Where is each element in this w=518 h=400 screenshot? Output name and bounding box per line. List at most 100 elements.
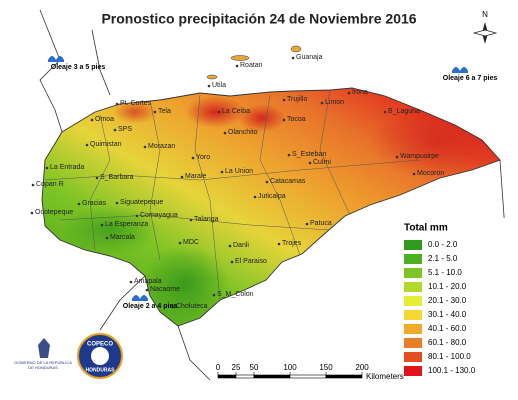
legend-swatch [404, 240, 422, 250]
place-dot [105, 236, 109, 240]
place-label: MDC [183, 239, 199, 246]
place-label: Choluteca [176, 303, 208, 310]
place-label: Quimistan [90, 141, 122, 148]
legend-label: 100.1 - 130.0 [428, 366, 476, 375]
legend-swatch [404, 324, 422, 334]
legend-swatch [404, 352, 422, 362]
place-label: Talanga [194, 216, 219, 223]
place-label: Mocoron [417, 170, 444, 177]
wave-icon [452, 67, 468, 73]
place-dot [230, 260, 234, 264]
place-dot [145, 288, 149, 292]
place-dot [217, 110, 221, 114]
legend-label: 10.1 - 20.0 [428, 282, 467, 291]
place-dot [30, 211, 34, 215]
place-label: Tocoa [287, 116, 306, 123]
place-label: S_Esteban [292, 151, 326, 158]
place-dot [235, 64, 239, 68]
place-dot [228, 244, 232, 248]
legend-swatch [404, 310, 422, 320]
legend-swatch [404, 338, 422, 348]
wave-label: Oleaje 2 a 4 pies [123, 303, 178, 310]
wave-icon [48, 56, 64, 62]
place-label: Juticalpa [258, 193, 286, 200]
place-label: Trujillo [287, 96, 307, 103]
place-dot [90, 118, 94, 122]
scale-segment [217, 374, 237, 379]
place-label: Omoa [95, 116, 114, 123]
place-dot [308, 161, 312, 165]
place-label: Gracias [82, 200, 107, 207]
place-label: Olanchito [228, 129, 258, 136]
place-dot [395, 155, 399, 159]
legend-label: 20.1 - 30.0 [428, 296, 467, 305]
place-dot [265, 180, 269, 184]
place-label: Amapala [134, 278, 162, 285]
place-label: S_M_Colon [217, 291, 254, 298]
compass-label: N [482, 10, 488, 19]
place-dot [383, 110, 387, 114]
place-label: La Esperanza [105, 221, 148, 228]
place-dot [282, 118, 286, 122]
place-dot [153, 110, 157, 114]
place-dot [277, 242, 281, 246]
scale-label: 25 [232, 363, 241, 372]
scale-unit: Kilometers [366, 372, 404, 381]
place-dot [287, 153, 291, 157]
place-label: S_Barbara [100, 174, 134, 181]
wave-icon [132, 295, 148, 301]
place-dot [189, 218, 193, 222]
place-dot [207, 84, 211, 88]
legend-label: 2.1 - 5.0 [428, 254, 458, 263]
place-label: La Entrada [50, 164, 84, 171]
place-dot [305, 222, 309, 226]
legend-label: 0.0 - 2.0 [428, 240, 458, 249]
government-logo: GOBIERNO DE LA REPÚBLICA DE HONDURAS [14, 338, 72, 370]
map-title: Pronostico precipitación 24 de Noviembre… [101, 11, 416, 27]
legend-swatch [404, 366, 422, 376]
scale-label: 50 [250, 363, 259, 372]
place-label: Siguatepeque [120, 199, 163, 206]
legend-swatch [404, 268, 422, 278]
place-label: Tela [158, 108, 171, 115]
place-dot [223, 131, 227, 135]
place-label: Morazan [148, 143, 175, 150]
copeco-logo: COPECO HONDURAS [77, 333, 123, 379]
scale-segment [325, 374, 363, 379]
government-text: GOBIERNO DE LA REPÚBLICA DE HONDURAS [14, 360, 72, 370]
place-label: Trojes [282, 240, 302, 247]
place-label: Yoro [196, 154, 210, 161]
place-dot [291, 56, 295, 60]
scale-label: 150 [319, 363, 333, 372]
scale-label: 100 [283, 363, 297, 372]
legend-label: 30.1 - 40.0 [428, 310, 467, 319]
place-dot [253, 195, 257, 199]
place-dot [180, 175, 184, 179]
place-label: Danli [233, 242, 249, 249]
country-text: HONDURAS [86, 367, 116, 373]
place-dot [45, 166, 49, 170]
legend-swatch [404, 254, 422, 264]
place-dot [115, 201, 119, 205]
place-dot [347, 91, 351, 95]
place-dot [77, 202, 81, 206]
place-label: Catacamas [270, 178, 306, 185]
place-dot [115, 102, 119, 106]
wave-label: Oleaje 6 a 7 pies [443, 75, 498, 82]
scale-label: 0 [216, 363, 221, 372]
place-dot [191, 156, 195, 160]
place-label: La Ceiba [222, 108, 250, 115]
legend-label: 80.1 - 100.0 [428, 352, 471, 361]
wave-label: Oleaje 3 a 5 pies [51, 64, 106, 71]
place-label: Marcala [110, 234, 135, 241]
place-label: Marale [185, 173, 207, 180]
place-label: Pt. Cortes [120, 100, 152, 107]
scale-label: 200 [355, 363, 369, 372]
agency-text: COPECO [87, 342, 113, 348]
place-label: Comayagua [140, 212, 178, 219]
place-label: Irona [352, 89, 368, 96]
place-label: Roatan [240, 62, 263, 69]
place-dot [113, 128, 117, 132]
